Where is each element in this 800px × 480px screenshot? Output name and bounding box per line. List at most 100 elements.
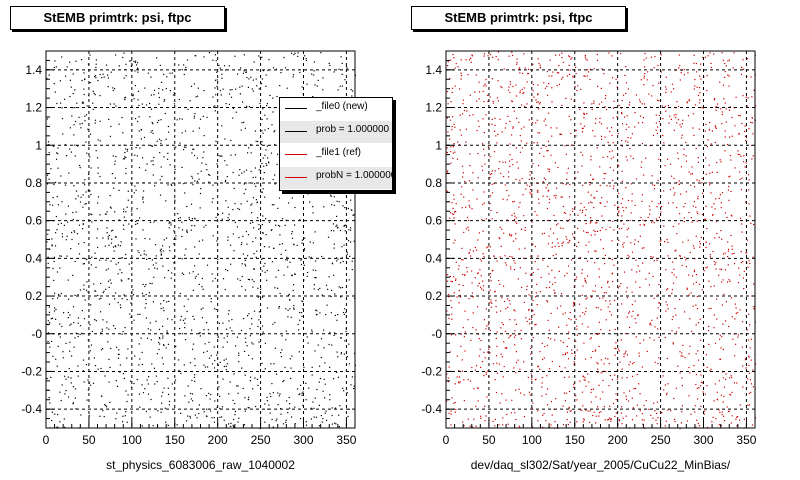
scatter-point: [481, 361, 484, 363]
scatter-point: [194, 374, 196, 376]
scatter-point: [519, 72, 521, 74]
scatter-point: [713, 327, 715, 329]
scatter-point: [312, 401, 314, 403]
scatter-point: [483, 132, 485, 134]
scatter-point: [544, 87, 546, 89]
scatter-point: [152, 301, 154, 303]
scatter-point: [590, 401, 592, 403]
scatter-point: [161, 357, 163, 359]
scatter-point: [316, 388, 318, 391]
scatter-point: [509, 335, 511, 337]
scatter-point: [66, 235, 68, 237]
scatter-point: [745, 135, 747, 137]
scatter-point: [315, 277, 317, 279]
scatter-point: [477, 400, 479, 402]
scatter-point: [594, 350, 596, 352]
scatter-point: [705, 241, 707, 243]
scatter-point: [582, 184, 584, 186]
scatter-point: [323, 206, 325, 208]
scatter-point: [708, 325, 710, 327]
scatter-point: [639, 101, 641, 103]
scatter-point: [205, 224, 207, 226]
scatter-point: [125, 63, 127, 65]
scatter-point: [545, 187, 547, 189]
scatter-point: [459, 381, 461, 383]
scatter-point: [561, 78, 563, 80]
scatter-point: [237, 385, 239, 387]
scatter-point: [731, 316, 733, 318]
scatter-point: [130, 210, 133, 212]
scatter-point: [599, 202, 601, 204]
scatter-point: [642, 122, 644, 124]
scatter-point: [585, 307, 587, 309]
scatter-point: [227, 313, 230, 315]
scatter-point: [641, 413, 644, 415]
scatter-point: [744, 166, 746, 168]
scatter-point: [454, 223, 456, 225]
scatter-point: [90, 167, 92, 169]
scatter-point: [449, 275, 451, 278]
scatter-point: [152, 132, 154, 134]
scatter-point: [735, 96, 737, 98]
scatter-point: [73, 124, 75, 126]
scatter-point: [238, 208, 241, 211]
scatter-point: [348, 363, 350, 365]
scatter-point: [676, 101, 678, 103]
scatter-point: [715, 418, 717, 420]
scatter-point: [512, 201, 514, 203]
scatter-point: [115, 418, 117, 420]
scatter-point: [638, 355, 640, 357]
scatter-point: [618, 239, 620, 241]
scatter-point: [467, 74, 469, 76]
scatter-point: [106, 232, 108, 234]
scatter-point: [476, 198, 478, 200]
scatter-point: [715, 221, 718, 223]
scatter-point: [118, 219, 120, 221]
scatter-point: [555, 197, 557, 199]
scatter-point: [446, 280, 449, 282]
scatter-point: [558, 83, 561, 85]
scatter-point: [548, 83, 550, 85]
scatter-point: [543, 120, 545, 122]
scatter-point: [614, 354, 616, 356]
scatter-point: [196, 417, 198, 419]
scatter-point: [589, 184, 591, 186]
scatter-point: [158, 341, 160, 344]
scatter-point: [752, 256, 754, 258]
scatter-point: [448, 296, 450, 298]
scatter-point: [475, 365, 478, 367]
scatter-point: [234, 410, 236, 413]
scatter-point: [562, 354, 564, 356]
scatter-point: [617, 215, 619, 217]
scatter-point: [179, 118, 181, 120]
scatter-point: [470, 61, 472, 63]
scatter-point: [178, 64, 180, 66]
scatter-point: [727, 250, 729, 252]
scatter-point: [607, 282, 609, 284]
scatter-point: [133, 319, 135, 321]
scatter-point: [556, 307, 558, 309]
scatter-point: [590, 356, 592, 359]
scatter-point: [658, 302, 660, 304]
scatter-point: [266, 270, 268, 272]
scatter-point: [139, 358, 141, 360]
scatter-point: [84, 299, 86, 301]
scatter-point: [90, 213, 92, 215]
scatter-point: [82, 223, 84, 225]
scatter-point: [95, 320, 97, 322]
scatter-point: [534, 379, 536, 381]
scatter-point: [556, 72, 558, 74]
scatter-point: [732, 67, 734, 69]
scatter-point: [688, 395, 690, 397]
scatter-point: [225, 179, 227, 181]
scatter-point: [61, 56, 63, 58]
scatter-point: [581, 272, 583, 274]
scatter-point: [671, 175, 673, 177]
scatter-point: [315, 269, 317, 272]
scatter-point: [594, 250, 596, 252]
scatter-point: [465, 59, 467, 61]
scatter-point: [269, 393, 271, 395]
scatter-point: [220, 94, 222, 96]
scatter-point: [585, 282, 587, 284]
scatter-point: [106, 321, 108, 323]
